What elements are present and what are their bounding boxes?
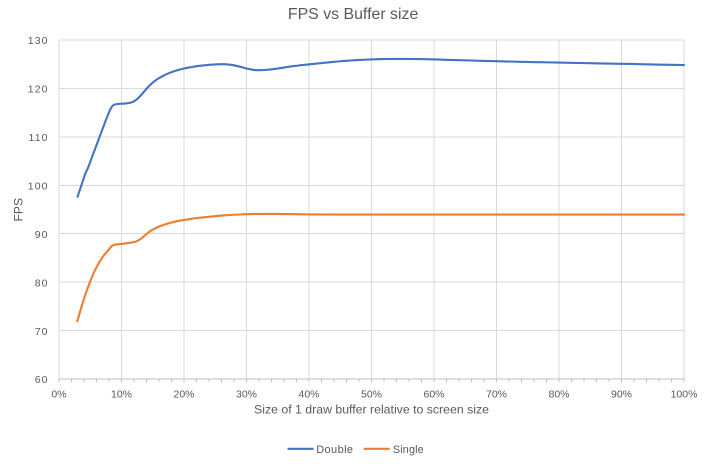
svg-text:40%: 40%	[298, 389, 319, 401]
svg-text:0%: 0%	[51, 389, 66, 401]
svg-text:20%: 20%	[173, 389, 194, 401]
svg-text:60: 60	[35, 374, 49, 386]
svg-text:Single: Single	[393, 444, 424, 456]
svg-text:90%: 90%	[611, 389, 632, 401]
svg-text:100: 100	[28, 181, 49, 193]
svg-text:FPS: FPS	[12, 198, 26, 222]
svg-text:80%: 80%	[548, 389, 569, 401]
svg-text:90: 90	[35, 229, 49, 241]
svg-text:100%: 100%	[671, 389, 698, 401]
svg-text:50%: 50%	[361, 389, 382, 401]
svg-text:130: 130	[28, 35, 49, 47]
svg-text:FPS vs Buffer size: FPS vs Buffer size	[288, 6, 419, 23]
svg-text:110: 110	[29, 132, 49, 144]
svg-text:60%: 60%	[423, 389, 444, 401]
svg-text:70%: 70%	[486, 389, 507, 401]
svg-text:Size of 1 draw buffer relative: Size of 1 draw buffer relative to screen…	[254, 403, 489, 417]
svg-text:80: 80	[35, 277, 49, 289]
svg-text:120: 120	[28, 84, 49, 96]
svg-text:Double: Double	[316, 444, 353, 456]
svg-text:30%: 30%	[236, 389, 257, 401]
svg-text:10%: 10%	[111, 389, 132, 401]
svg-text:70: 70	[35, 326, 49, 338]
